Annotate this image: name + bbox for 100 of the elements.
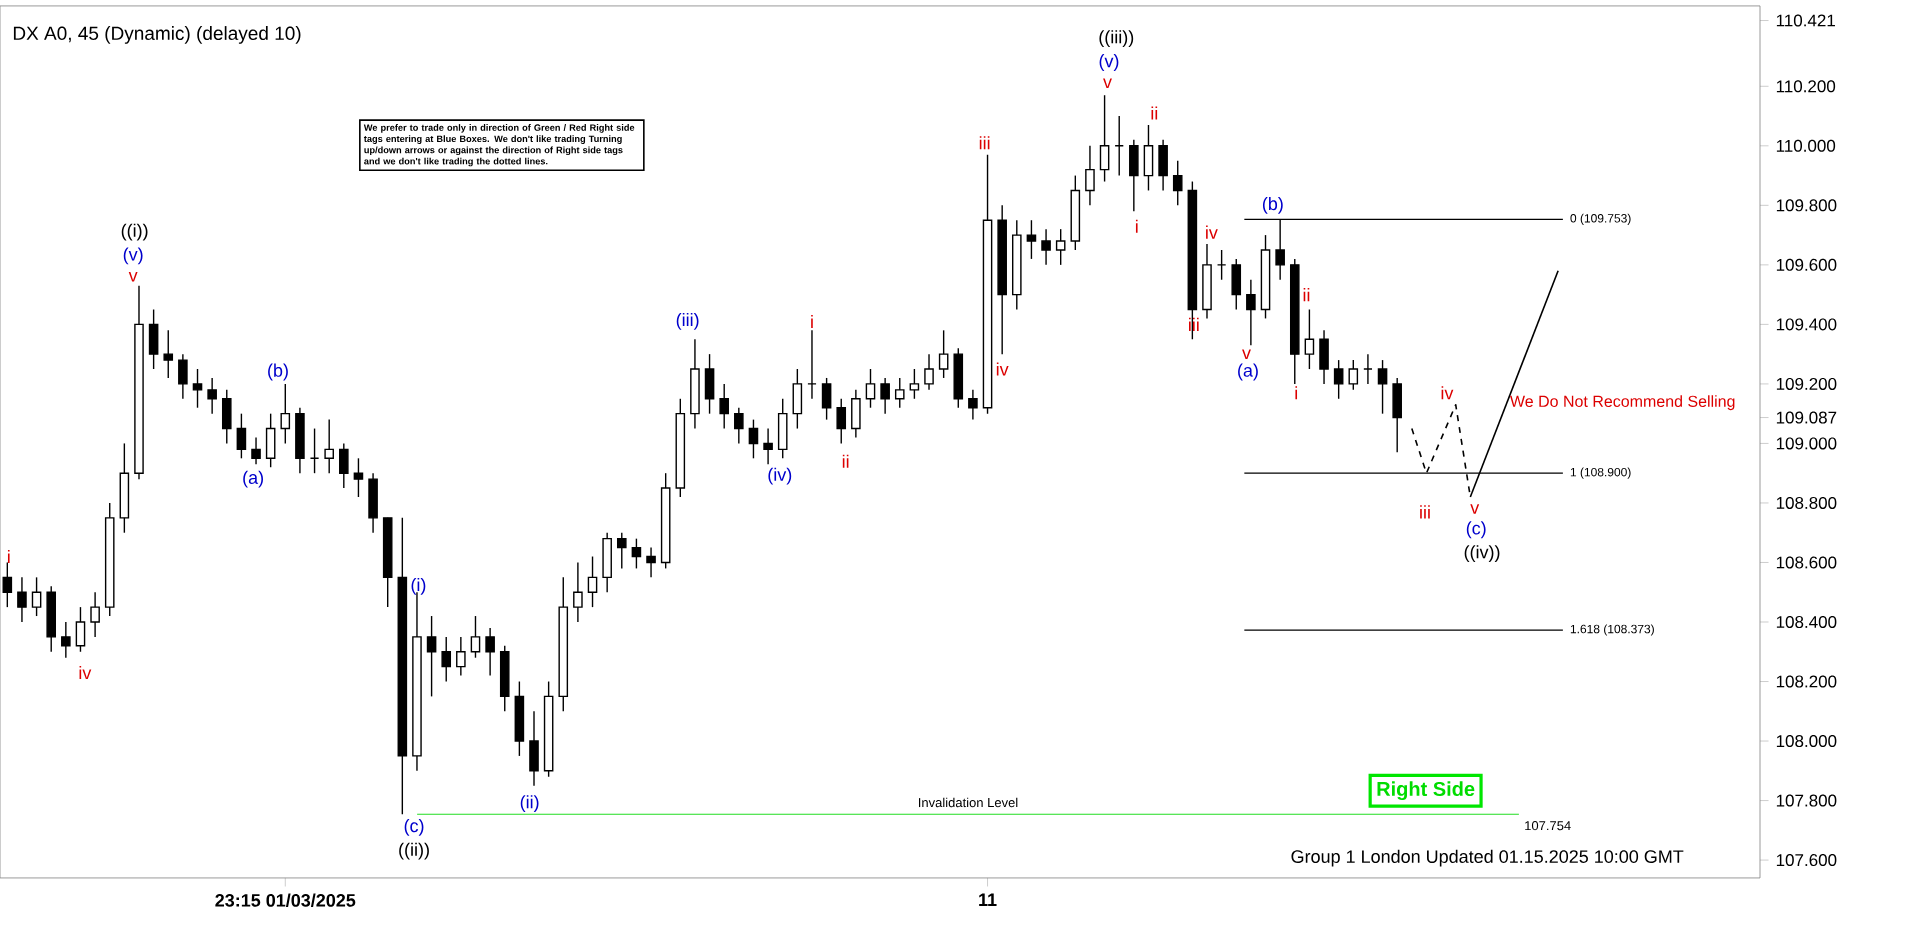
- candlestick: [880, 377, 890, 415]
- candlestick: [909, 368, 920, 400]
- y-tick-label: 109.800: [1776, 199, 1837, 212]
- candlestick: [894, 377, 905, 409]
- annotation: (v): [123, 247, 143, 265]
- candlestick: [339, 442, 349, 489]
- annotation: ((iii)): [1099, 30, 1134, 48]
- candlestick: [192, 368, 203, 409]
- text: DX A0, 45 (Dynamic) (delayed 10): [13, 26, 301, 44]
- annotation: (i): [411, 577, 426, 595]
- candlestick: [821, 377, 832, 421]
- annotation: v: [1470, 504, 1480, 514]
- y-tick-label: 109.000: [1776, 437, 1837, 450]
- candlestick: [968, 389, 978, 421]
- annotation: ((i)): [121, 223, 148, 241]
- y-tick-label: 110.421: [1776, 14, 1835, 27]
- annotation: i: [1135, 219, 1138, 233]
- candlestick: [1304, 308, 1315, 370]
- y-tick-label: 108.000: [1776, 735, 1837, 748]
- candlestick: [324, 418, 334, 474]
- annotation: ((ii)): [399, 842, 429, 860]
- candlestick: [646, 546, 656, 579]
- candlestick: [865, 368, 876, 409]
- annotation: (b): [268, 363, 288, 381]
- candlestick: [1099, 94, 1110, 183]
- ref-line-label: 1 (108.900): [1570, 467, 1631, 479]
- candlestick: [470, 615, 481, 659]
- ref-line-label: Invalidation Level: [918, 797, 1018, 808]
- y-tick-label: 109.087: [1776, 411, 1837, 424]
- annotation: 107.754: [1525, 821, 1571, 831]
- candlestick: [61, 621, 71, 659]
- annotation: iv: [1206, 225, 1218, 239]
- candlestick: [485, 627, 495, 677]
- candlestick: [31, 576, 42, 617]
- candlestick: [441, 636, 452, 683]
- y-tick-label: 108.800: [1776, 496, 1837, 509]
- candlestick: [1055, 228, 1066, 266]
- annotation: i: [1295, 386, 1298, 400]
- ref-line-label: 0 (109.753): [1570, 213, 1631, 225]
- candlestick: [734, 407, 744, 445]
- candlestick: [236, 412, 247, 460]
- candlestick: [90, 591, 100, 638]
- candlestick: [719, 383, 729, 430]
- candlestick: [1246, 279, 1256, 346]
- annotation: v: [128, 272, 138, 282]
- candlestick: [616, 532, 627, 570]
- x-tick-label: 23:15 01/03/2025: [215, 893, 356, 907]
- candlestick: [836, 398, 847, 445]
- y-tick-label: 109.200: [1776, 377, 1837, 390]
- candlestick: [1041, 228, 1051, 266]
- candlestick: [1333, 359, 1344, 400]
- candlestick: [938, 329, 949, 379]
- annotation: (c): [404, 818, 424, 836]
- candlestick: [163, 329, 174, 379]
- ref-line-label: 1.618 (108.373): [1570, 624, 1654, 636]
- annotation: iv: [996, 362, 1009, 376]
- annotation: iii: [1420, 505, 1430, 519]
- candlestick: [178, 353, 188, 400]
- annotation: (v): [1099, 54, 1119, 71]
- candlestick: [587, 555, 598, 608]
- annotation: (iv): [768, 467, 792, 485]
- annotation: iii: [979, 136, 990, 150]
- annotation: ((iv)): [1464, 545, 1500, 562]
- y-tick-label: 108.200: [1776, 675, 1837, 688]
- candlestick: [573, 561, 583, 623]
- y-tick-label: 110.200: [1776, 80, 1836, 93]
- y-tick-label: 107.800: [1776, 794, 1837, 807]
- annotation: ii: [1151, 106, 1158, 120]
- candlestick: [426, 615, 437, 698]
- y-tick-label: 107.600: [1776, 854, 1837, 867]
- candlestick: [251, 436, 261, 465]
- candlestick: [1377, 359, 1388, 415]
- candlestick: [75, 606, 86, 653]
- candlestick: [1085, 145, 1095, 207]
- annotation: iv: [79, 666, 92, 680]
- candlestick: [763, 427, 773, 465]
- candlestick: [280, 383, 291, 445]
- annotation: i: [811, 314, 813, 328]
- candlestick: [17, 576, 27, 623]
- candlestick: [1172, 159, 1183, 207]
- candlestick: [353, 457, 364, 498]
- annotation: ii: [1303, 288, 1310, 302]
- x-tick-label: 11: [979, 893, 997, 906]
- y-tick-label: 110.000: [1776, 139, 1836, 152]
- y-tick-label: 109.600: [1776, 258, 1837, 271]
- annotation: (iii): [676, 313, 699, 330]
- annotation: i: [7, 549, 10, 564]
- annotation: ii: [842, 454, 849, 468]
- annotation: We Do Not Recommend Selling: [1510, 395, 1735, 411]
- annotation: iv: [1441, 386, 1454, 400]
- candlestick: [207, 377, 217, 415]
- annotation: We prefer to trade only in direction of Green / Red Right side tags entering at Blue Boxes. We don't like trading Turning up/down arrows or against the direction of Right side tags and we don't like trading the dotted lines.: [363, 124, 635, 167]
- annotation: (ii): [520, 795, 539, 812]
- candlestick: [2, 561, 13, 608]
- annotation: Right Side: [1377, 781, 1475, 801]
- annotation: (c): [1466, 521, 1486, 539]
- y-tick-label: 108.400: [1776, 615, 1837, 628]
- candlestick: [1026, 219, 1037, 260]
- annotation: (b): [1262, 196, 1283, 214]
- y-tick-label: 109.400: [1776, 318, 1837, 331]
